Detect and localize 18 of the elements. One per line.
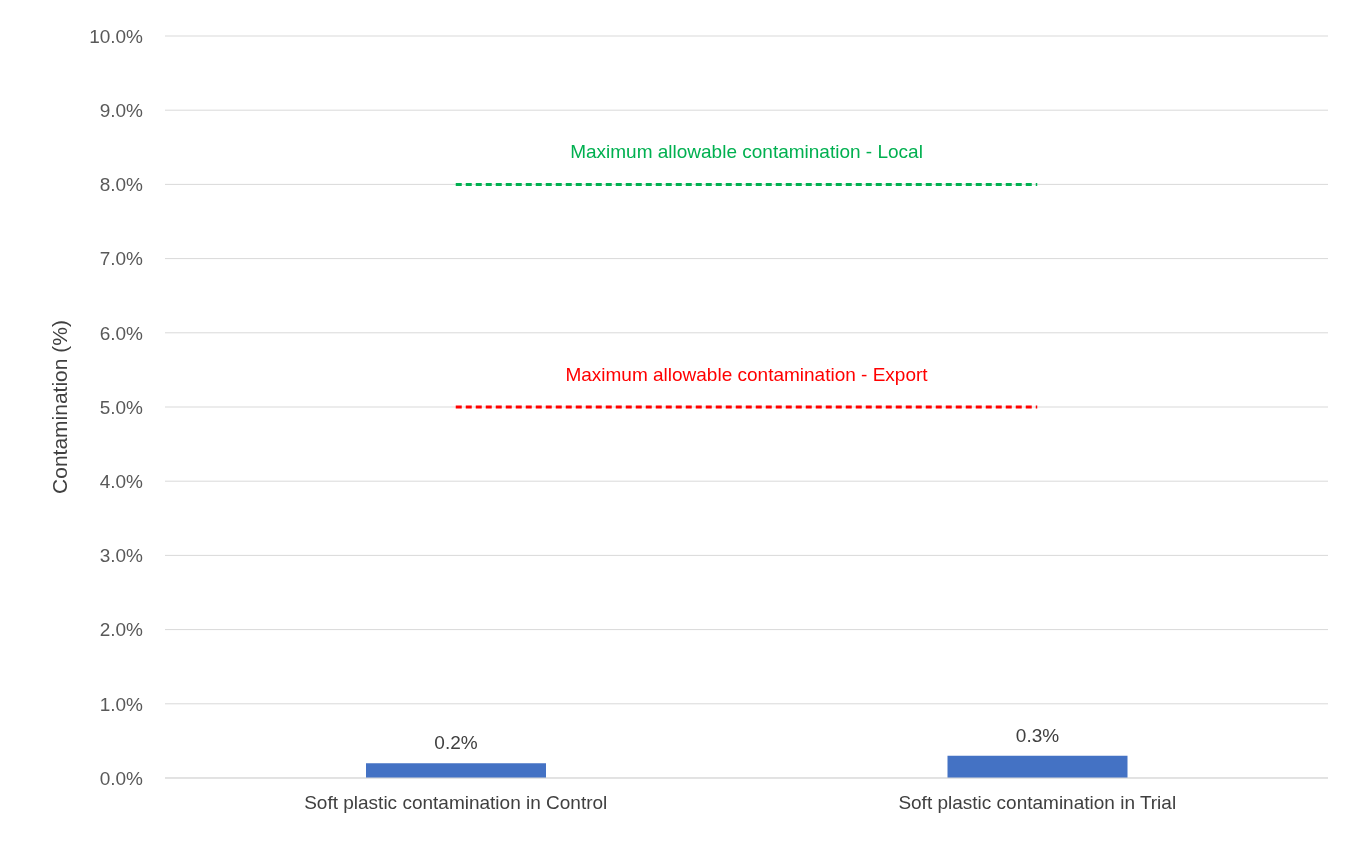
y-tick-label: 3.0% [99,545,144,567]
y-tick-label: 4.0% [99,470,144,492]
y-tick-label: 7.0% [99,248,144,270]
y-tick-label: 6.0% [99,322,144,344]
x-tick-label: Soft plastic contamination in Trial [898,792,1177,814]
y-tick-label: 1.0% [99,693,144,715]
y-axis-title: Contamination (%) [48,320,72,494]
y-tick-label: 0.0% [99,767,144,789]
ref-line-label: Maximum allowable contamination - Export [565,364,929,385]
y-tick-label: 9.0% [99,99,144,121]
ref-line-label: Maximum allowable contamination - Local [570,141,923,163]
x-tick-label: Soft plastic contamination in Control [304,792,608,814]
y-tick-label: 10.0% [89,25,144,47]
data-label: 0.2% [434,732,478,754]
y-tick-label: 5.0% [99,396,144,418]
y-tick-label: 2.0% [99,619,144,641]
data-label: 0.3% [1015,724,1060,746]
y-tick-label: 8.0% [99,174,144,196]
